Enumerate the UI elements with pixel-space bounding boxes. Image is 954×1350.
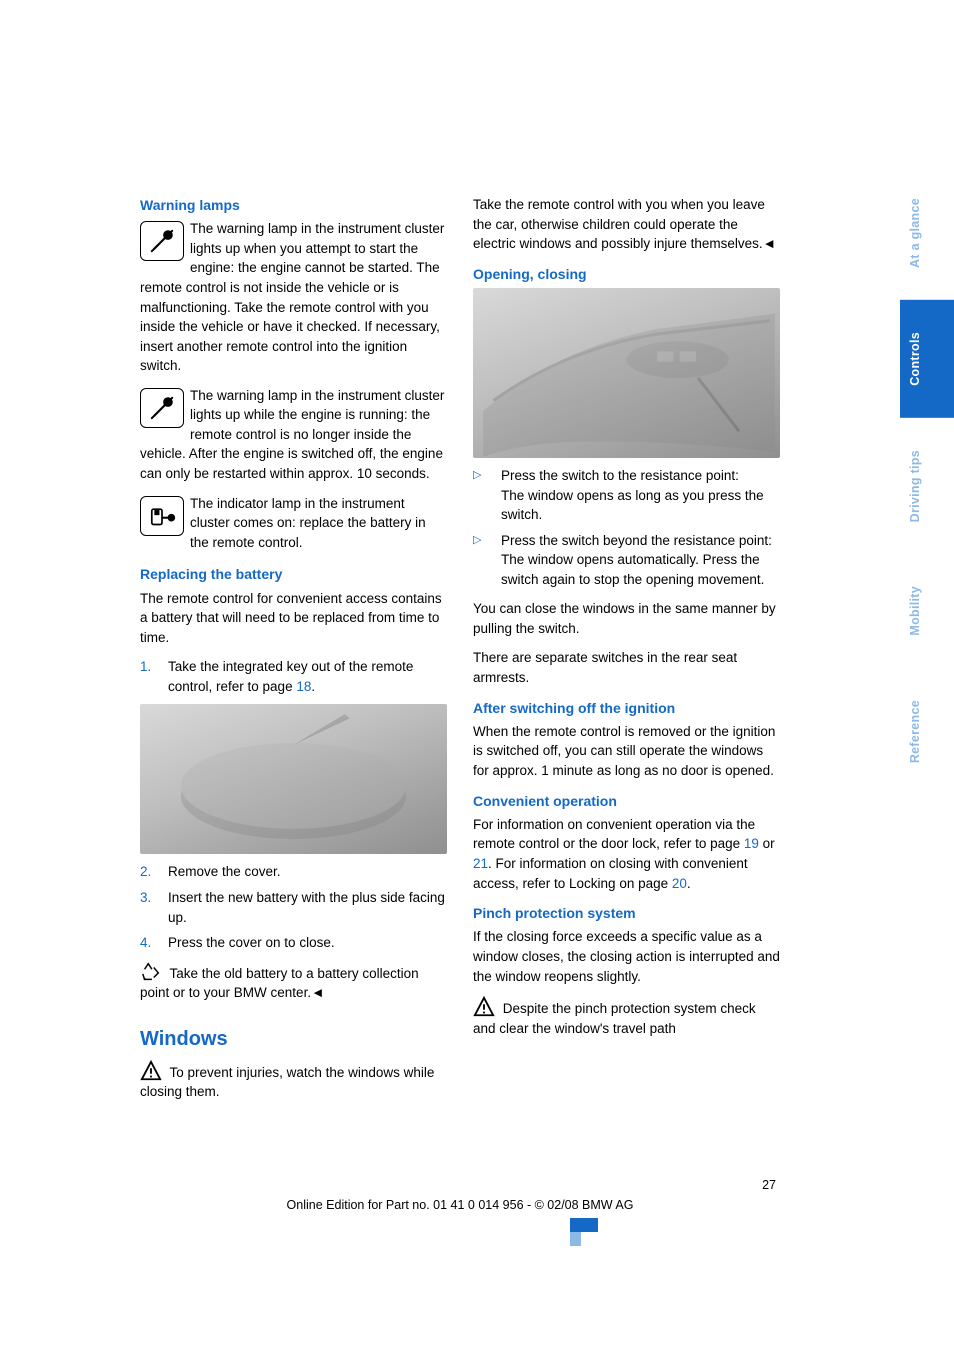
page-footer: 27 Online Edition for Part no. 01 41 0 0… (140, 1176, 780, 1232)
tab-mobility[interactable]: Mobility (900, 554, 954, 668)
list-text: Press the cover on to close. (168, 933, 335, 953)
text: or (759, 836, 775, 851)
list-text: Press the switch beyond the resistance p… (501, 531, 780, 590)
heading-warning-lamps: Warning lamps (140, 195, 447, 215)
warning-triangle-icon (140, 1060, 162, 1082)
body-text: If the closing force exceeds a specific … (473, 927, 780, 986)
footer-line: Online Edition for Part no. 01 41 0 014 … (140, 1196, 780, 1214)
list-number: 2. (140, 862, 158, 882)
triangle-bullet-icon: ▷ (473, 466, 491, 525)
list-number: 4. (140, 933, 158, 953)
body-text: The remote control for convenient access… (140, 589, 447, 648)
list-item: ▷ Press the switch to the resistance poi… (473, 466, 780, 525)
paragraph: For information on convenient operation … (473, 815, 780, 893)
triangle-bullet-icon: ▷ (473, 531, 491, 590)
tab-at-a-glance[interactable]: At a glance (900, 166, 954, 300)
side-tabs: At a glance Controls Driving tips Mobili… (900, 166, 954, 795)
numbered-list-cont: 2. Remove the cover. 3. Insert the new bat… (140, 862, 447, 952)
list-item: 2. Remove the cover. (140, 862, 447, 882)
list-text: Insert the new battery with the plus sid… (168, 888, 447, 927)
body-text: The warning lamp in the instrument clust… (140, 221, 444, 373)
body-text: You can close the windows in the same ma… (473, 599, 780, 638)
list-item: 3. Insert the new battery with the plus s… (140, 888, 447, 927)
page-link[interactable]: 19 (744, 836, 759, 851)
heading-windows: Windows (140, 1025, 447, 1054)
list-number: 3. (140, 888, 158, 927)
tab-driving-tips[interactable]: Driving tips (900, 418, 954, 554)
body-text: When the remote control is removed or th… (473, 722, 780, 781)
tab-controls[interactable]: Controls (900, 300, 954, 418)
heading-pinch: Pinch protection system (473, 903, 780, 923)
key-slash-icon (140, 221, 184, 261)
list-number: 1. (140, 657, 158, 696)
page-link[interactable]: 20 (672, 876, 687, 891)
body-text: Take the remote control with you when yo… (473, 197, 765, 251)
body-text: Take the old battery to a battery collec… (140, 966, 419, 1001)
end-mark-icon: ◄ (763, 236, 776, 251)
text: The window opens automatically. Press th… (501, 552, 764, 587)
heading-opening-closing: Opening, closing (473, 264, 780, 284)
warning-triangle-icon (473, 996, 495, 1018)
body-text: The warning lamp in the instrument clust… (140, 388, 444, 481)
numbered-list: 1. Take the integrated key out of the re… (140, 657, 447, 696)
body-text: The indicator lamp in the instrument clu… (190, 496, 426, 550)
left-column: Warning lamps The warning lamp in the in… (140, 195, 447, 1112)
list-item: ▷ Press the switch beyond the resistance… (473, 531, 780, 590)
text: Press the switch to the resistance point… (501, 468, 739, 483)
paragraph: The warning lamp in the instrument clust… (140, 386, 447, 484)
tab-reference[interactable]: Reference (900, 668, 954, 795)
paragraph: The warning lamp in the instrument clust… (140, 219, 447, 376)
list-text: Remove the cover. (168, 862, 281, 882)
page-number: 27 (140, 1176, 780, 1194)
paragraph: The indicator lamp in the instrument clu… (140, 494, 447, 553)
body-text: There are separate switches in the rear … (473, 648, 780, 687)
list-item: 1. Take the integrated key out of the re… (140, 657, 447, 696)
battery-remote-icon (140, 496, 184, 536)
text: For information on convenient operation … (473, 817, 755, 852)
body-text: Despite the pinch protection system chec… (473, 1001, 756, 1036)
heading-convenient: Convenient operation (473, 791, 780, 811)
text: The window opens as long as you press th… (501, 488, 764, 523)
text: Press the switch beyond the resistance p… (501, 533, 772, 548)
right-column: Take the remote control with you when yo… (473, 195, 780, 1112)
list-text: Press the switch to the resistance point… (501, 466, 780, 525)
recycle-icon (140, 961, 162, 983)
triangle-list: ▷ Press the switch to the resistance poi… (473, 466, 780, 589)
figure-remote-key (140, 704, 447, 854)
text: . For information on closing with conven… (473, 856, 748, 891)
text: Take the integrated key out of the remot… (168, 659, 413, 694)
warning-note: Despite the pinch protection system chec… (473, 996, 780, 1038)
key-slash-icon (140, 388, 184, 428)
paragraph: Take the remote control with you when yo… (473, 195, 780, 254)
list-item: 4. Press the cover on to close. (140, 933, 447, 953)
page-link[interactable]: 21 (473, 856, 488, 871)
end-mark-icon: ◄ (311, 985, 324, 1000)
page-marker-icon (570, 1218, 598, 1232)
text: . (687, 876, 691, 891)
recycle-note: Take the old battery to a battery collec… (140, 961, 447, 1003)
warning-note: To prevent injuries, watch the windows w… (140, 1060, 447, 1102)
figure-door-switch (473, 288, 780, 458)
page-link[interactable]: 18 (296, 679, 311, 694)
heading-after-ignition: After switching off the ignition (473, 698, 780, 718)
two-column-layout: Warning lamps The warning lamp in the in… (140, 195, 780, 1112)
page-content: Warning lamps The warning lamp in the in… (140, 195, 780, 1112)
heading-replacing-battery: Replacing the battery (140, 564, 447, 584)
list-text: Take the integrated key out of the remot… (168, 657, 447, 696)
body-text: To prevent injuries, watch the windows w… (140, 1065, 434, 1100)
